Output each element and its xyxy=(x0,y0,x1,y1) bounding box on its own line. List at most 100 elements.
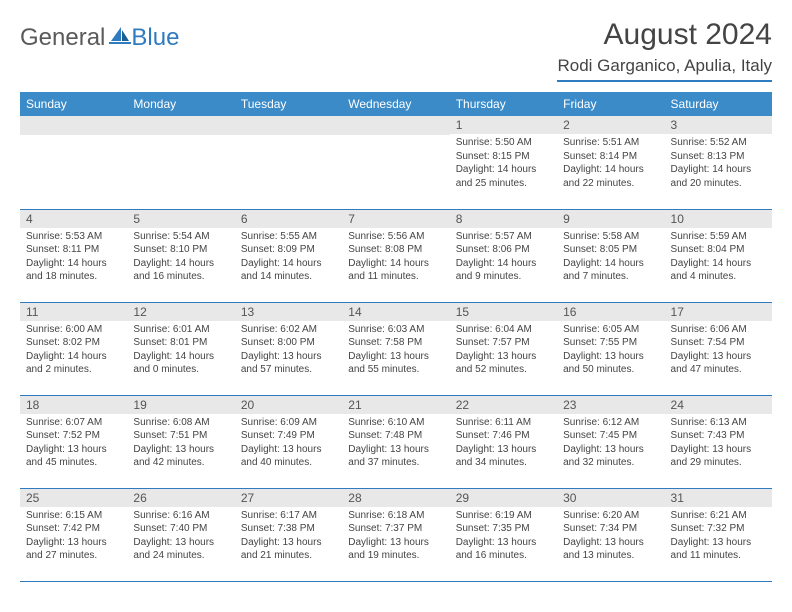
day-details: Sunrise: 6:04 AMSunset: 7:57 PMDaylight:… xyxy=(450,321,557,379)
calendar-day-cell xyxy=(20,116,127,209)
day-details: Sunrise: 6:10 AMSunset: 7:48 PMDaylight:… xyxy=(342,414,449,472)
weekday-header: Thursday xyxy=(450,92,557,116)
calendar-day-cell: 24Sunrise: 6:13 AMSunset: 7:43 PMDayligh… xyxy=(665,395,772,488)
day-details: Sunrise: 6:13 AMSunset: 7:43 PMDaylight:… xyxy=(665,414,772,472)
day-details: Sunrise: 6:20 AMSunset: 7:34 PMDaylight:… xyxy=(557,507,664,565)
month-title: August 2024 xyxy=(557,18,772,52)
day-number: 10 xyxy=(665,210,772,228)
calendar-day-cell: 29Sunrise: 6:19 AMSunset: 7:35 PMDayligh… xyxy=(450,488,557,581)
calendar-day-cell: 25Sunrise: 6:15 AMSunset: 7:42 PMDayligh… xyxy=(20,488,127,581)
day-details: Sunrise: 6:06 AMSunset: 7:54 PMDaylight:… xyxy=(665,321,772,379)
calendar-day-cell: 30Sunrise: 6:20 AMSunset: 7:34 PMDayligh… xyxy=(557,488,664,581)
day-number: 23 xyxy=(557,396,664,414)
weekday-header-row: SundayMondayTuesdayWednesdayThursdayFrid… xyxy=(20,92,772,116)
day-details: Sunrise: 5:52 AMSunset: 8:13 PMDaylight:… xyxy=(665,134,772,192)
calendar-day-cell: 10Sunrise: 5:59 AMSunset: 8:04 PMDayligh… xyxy=(665,209,772,302)
calendar-day-cell: 20Sunrise: 6:09 AMSunset: 7:49 PMDayligh… xyxy=(235,395,342,488)
weekday-header: Friday xyxy=(557,92,664,116)
calendar-day-cell: 8Sunrise: 5:57 AMSunset: 8:06 PMDaylight… xyxy=(450,209,557,302)
day-number: 6 xyxy=(235,210,342,228)
day-details: Sunrise: 5:55 AMSunset: 8:09 PMDaylight:… xyxy=(235,228,342,286)
calendar-day-cell: 18Sunrise: 6:07 AMSunset: 7:52 PMDayligh… xyxy=(20,395,127,488)
day-number: 12 xyxy=(127,303,234,321)
day-number: 14 xyxy=(342,303,449,321)
day-number: 5 xyxy=(127,210,234,228)
day-details: Sunrise: 5:54 AMSunset: 8:10 PMDaylight:… xyxy=(127,228,234,286)
day-details: Sunrise: 5:50 AMSunset: 8:15 PMDaylight:… xyxy=(450,134,557,192)
calendar-week-row: 4Sunrise: 5:53 AMSunset: 8:11 PMDaylight… xyxy=(20,209,772,302)
day-number: 25 xyxy=(20,489,127,507)
calendar-day-cell: 2Sunrise: 5:51 AMSunset: 8:14 PMDaylight… xyxy=(557,116,664,209)
day-number: 15 xyxy=(450,303,557,321)
weekday-header: Tuesday xyxy=(235,92,342,116)
day-details: Sunrise: 6:02 AMSunset: 8:00 PMDaylight:… xyxy=(235,321,342,379)
calendar-day-cell xyxy=(235,116,342,209)
day-number: 20 xyxy=(235,396,342,414)
weekday-header: Monday xyxy=(127,92,234,116)
calendar-day-cell: 11Sunrise: 6:00 AMSunset: 8:02 PMDayligh… xyxy=(20,302,127,395)
weekday-header: Saturday xyxy=(665,92,772,116)
day-number: 30 xyxy=(557,489,664,507)
day-details: Sunrise: 6:11 AMSunset: 7:46 PMDaylight:… xyxy=(450,414,557,472)
sail-icon xyxy=(109,24,131,52)
day-details: Sunrise: 5:51 AMSunset: 8:14 PMDaylight:… xyxy=(557,134,664,192)
day-number: 9 xyxy=(557,210,664,228)
calendar-day-cell: 1Sunrise: 5:50 AMSunset: 8:15 PMDaylight… xyxy=(450,116,557,209)
calendar-week-row: 18Sunrise: 6:07 AMSunset: 7:52 PMDayligh… xyxy=(20,395,772,488)
calendar-day-cell: 21Sunrise: 6:10 AMSunset: 7:48 PMDayligh… xyxy=(342,395,449,488)
day-number: 26 xyxy=(127,489,234,507)
title-block: August 2024 Rodi Garganico, Apulia, Ital… xyxy=(557,18,772,84)
brand-word2: Blue xyxy=(131,24,179,52)
day-details: Sunrise: 6:09 AMSunset: 7:49 PMDaylight:… xyxy=(235,414,342,472)
day-details: Sunrise: 6:18 AMSunset: 7:37 PMDaylight:… xyxy=(342,507,449,565)
weekday-header: Wednesday xyxy=(342,92,449,116)
day-details: Sunrise: 6:00 AMSunset: 8:02 PMDaylight:… xyxy=(20,321,127,379)
day-details: Sunrise: 6:17 AMSunset: 7:38 PMDaylight:… xyxy=(235,507,342,565)
day-details: Sunrise: 6:21 AMSunset: 7:32 PMDaylight:… xyxy=(665,507,772,565)
day-number: 31 xyxy=(665,489,772,507)
brand-logo: General Blue xyxy=(20,18,179,52)
calendar-day-cell: 14Sunrise: 6:03 AMSunset: 7:58 PMDayligh… xyxy=(342,302,449,395)
day-number: 17 xyxy=(665,303,772,321)
day-details: Sunrise: 6:16 AMSunset: 7:40 PMDaylight:… xyxy=(127,507,234,565)
day-number: 3 xyxy=(665,116,772,134)
calendar-day-cell: 13Sunrise: 6:02 AMSunset: 8:00 PMDayligh… xyxy=(235,302,342,395)
day-number: 18 xyxy=(20,396,127,414)
calendar-day-cell: 5Sunrise: 5:54 AMSunset: 8:10 PMDaylight… xyxy=(127,209,234,302)
brand-word1: General xyxy=(20,24,105,52)
day-number: 27 xyxy=(235,489,342,507)
day-number xyxy=(20,116,127,135)
day-number xyxy=(342,116,449,135)
calendar-day-cell: 26Sunrise: 6:16 AMSunset: 7:40 PMDayligh… xyxy=(127,488,234,581)
calendar-day-cell: 3Sunrise: 5:52 AMSunset: 8:13 PMDaylight… xyxy=(665,116,772,209)
day-details: Sunrise: 6:01 AMSunset: 8:01 PMDaylight:… xyxy=(127,321,234,379)
day-number: 19 xyxy=(127,396,234,414)
day-number: 11 xyxy=(20,303,127,321)
calendar-day-cell: 28Sunrise: 6:18 AMSunset: 7:37 PMDayligh… xyxy=(342,488,449,581)
calendar-day-cell: 4Sunrise: 5:53 AMSunset: 8:11 PMDaylight… xyxy=(20,209,127,302)
header: General Blue August 2024 Rodi Garganico,… xyxy=(20,18,772,84)
calendar-day-cell: 12Sunrise: 6:01 AMSunset: 8:01 PMDayligh… xyxy=(127,302,234,395)
day-details: Sunrise: 5:53 AMSunset: 8:11 PMDaylight:… xyxy=(20,228,127,286)
calendar-day-cell xyxy=(127,116,234,209)
day-number: 4 xyxy=(20,210,127,228)
day-number: 24 xyxy=(665,396,772,414)
calendar-week-row: 25Sunrise: 6:15 AMSunset: 7:42 PMDayligh… xyxy=(20,488,772,581)
day-details: Sunrise: 6:05 AMSunset: 7:55 PMDaylight:… xyxy=(557,321,664,379)
day-number: 1 xyxy=(450,116,557,134)
day-number: 21 xyxy=(342,396,449,414)
weekday-header: Sunday xyxy=(20,92,127,116)
calendar-week-row: 11Sunrise: 6:00 AMSunset: 8:02 PMDayligh… xyxy=(20,302,772,395)
day-number: 13 xyxy=(235,303,342,321)
day-number: 28 xyxy=(342,489,449,507)
calendar-day-cell: 16Sunrise: 6:05 AMSunset: 7:55 PMDayligh… xyxy=(557,302,664,395)
day-number: 29 xyxy=(450,489,557,507)
day-number: 22 xyxy=(450,396,557,414)
calendar-day-cell: 27Sunrise: 6:17 AMSunset: 7:38 PMDayligh… xyxy=(235,488,342,581)
calendar-day-cell: 22Sunrise: 6:11 AMSunset: 7:46 PMDayligh… xyxy=(450,395,557,488)
calendar-day-cell xyxy=(342,116,449,209)
day-number xyxy=(127,116,234,135)
calendar-day-cell: 15Sunrise: 6:04 AMSunset: 7:57 PMDayligh… xyxy=(450,302,557,395)
day-details: Sunrise: 6:12 AMSunset: 7:45 PMDaylight:… xyxy=(557,414,664,472)
calendar-day-cell: 9Sunrise: 5:58 AMSunset: 8:05 PMDaylight… xyxy=(557,209,664,302)
